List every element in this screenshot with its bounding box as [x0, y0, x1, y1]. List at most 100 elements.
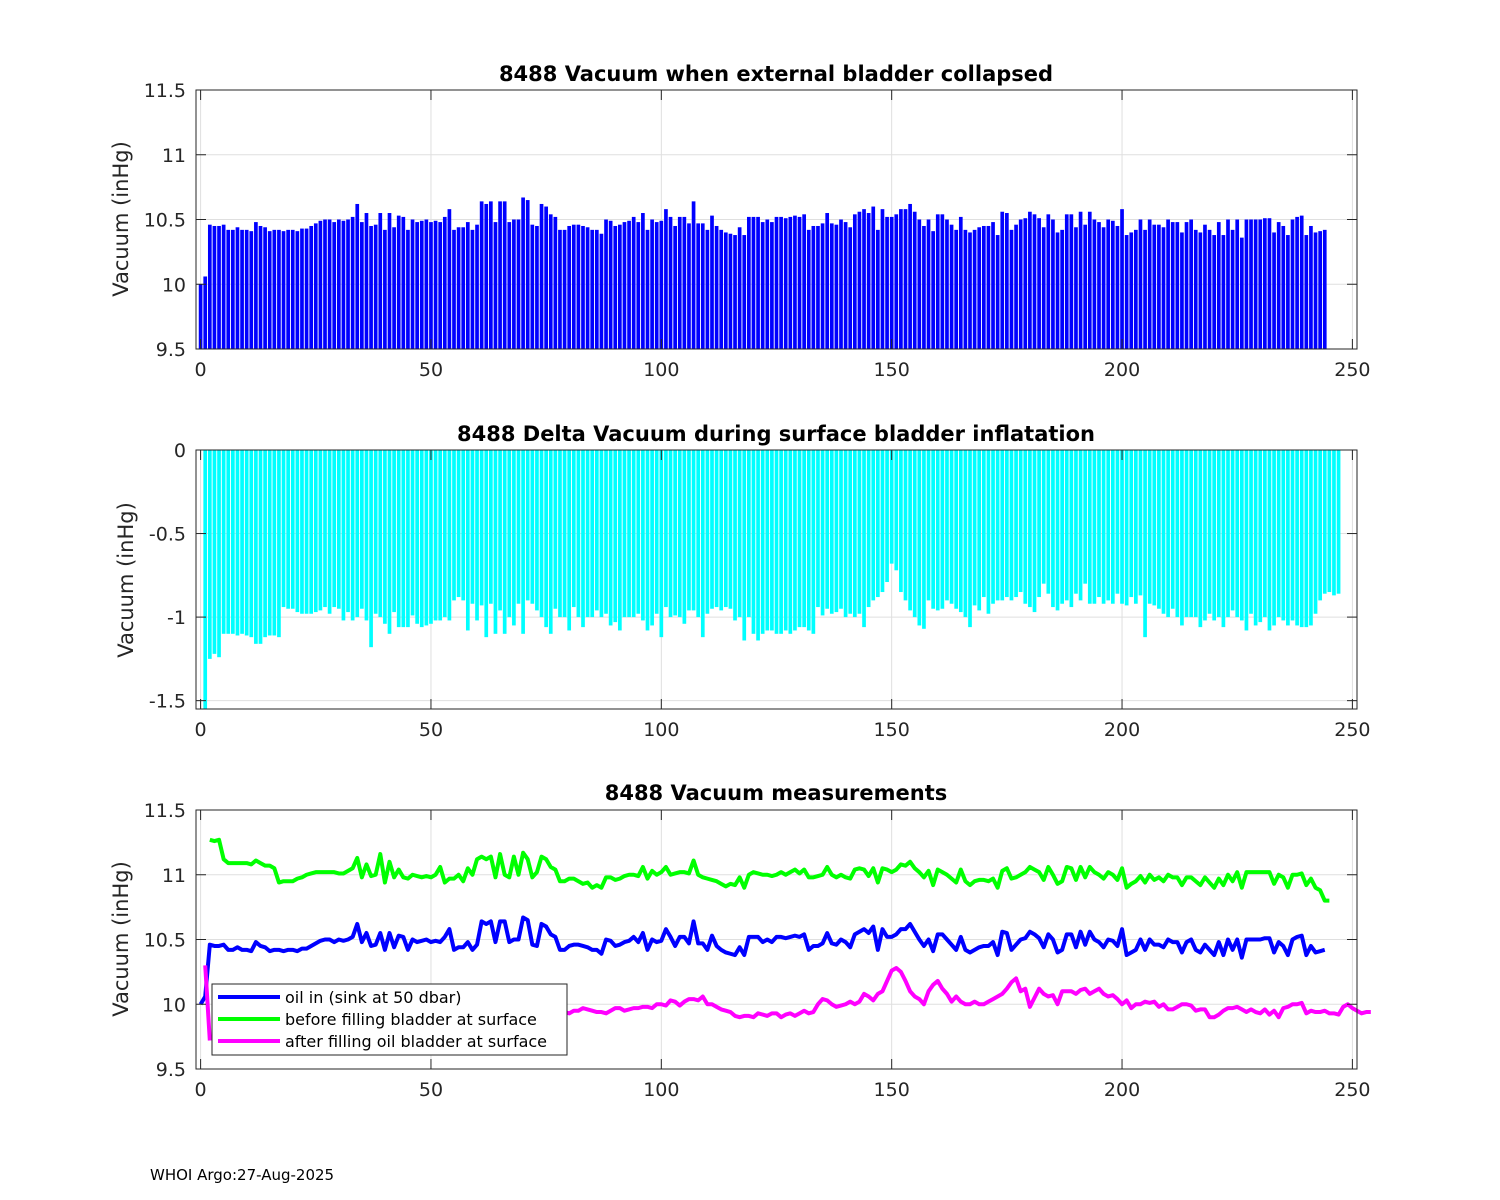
bar [553, 450, 558, 609]
bar [797, 450, 802, 628]
bar [438, 450, 443, 621]
bar [567, 450, 572, 631]
bar [723, 450, 728, 608]
bar [811, 225, 816, 349]
bar [433, 220, 438, 349]
y-tick-label: 10.5 [144, 210, 186, 232]
bar [1267, 450, 1272, 631]
bar [231, 229, 235, 349]
bar [1041, 450, 1046, 584]
bar [336, 450, 341, 609]
bar [820, 223, 825, 349]
bar [1115, 450, 1120, 594]
bar [1046, 450, 1051, 594]
bar [1064, 450, 1069, 601]
bar [972, 229, 977, 349]
chart-title: 8488 Vacuum measurements [605, 781, 948, 805]
bar [217, 225, 221, 349]
bar [618, 450, 622, 631]
bar [747, 216, 751, 349]
bar [1023, 218, 1028, 349]
bar [267, 231, 272, 349]
bar [631, 216, 636, 349]
bar [304, 228, 309, 349]
bar [355, 450, 360, 618]
bar [654, 450, 659, 614]
bar [1267, 218, 1272, 349]
bar [631, 450, 636, 618]
bar [313, 223, 318, 349]
bar [899, 209, 903, 349]
bar [364, 450, 369, 621]
bar [332, 222, 337, 349]
bar [419, 450, 424, 628]
bar [1299, 450, 1304, 628]
bar [1060, 450, 1064, 604]
x-tick-label: 200 [1104, 719, 1140, 741]
bar [396, 450, 401, 628]
bar [1193, 229, 1198, 349]
bar [207, 224, 212, 349]
bar [429, 450, 433, 624]
bar [1138, 219, 1143, 349]
x-tick-label: 0 [195, 1079, 207, 1101]
bar [553, 216, 558, 349]
bar [323, 450, 327, 608]
bar [1143, 229, 1147, 349]
bar [590, 229, 595, 349]
bar [1189, 450, 1193, 618]
bar [1092, 450, 1097, 604]
x-tick-label: 150 [874, 359, 910, 381]
bar [535, 225, 539, 349]
bar [217, 450, 221, 658]
bar [1295, 216, 1299, 349]
y-tick-label: 11 [162, 865, 186, 887]
bar [940, 214, 945, 349]
bar [1110, 450, 1115, 604]
bar [636, 450, 641, 614]
bar [226, 450, 231, 634]
bar [1286, 450, 1290, 626]
y-axis-label: Vacuum (inHg) [114, 502, 138, 658]
bar [1087, 450, 1092, 604]
bar [1276, 450, 1281, 618]
bar [309, 450, 314, 614]
bar [447, 209, 452, 349]
bar [843, 450, 848, 618]
bar [360, 450, 364, 609]
bars [203, 450, 1341, 709]
bar [525, 450, 530, 601]
bar [737, 450, 742, 618]
bar [1051, 219, 1055, 349]
bar [281, 231, 286, 349]
bar [576, 224, 581, 349]
bar [839, 219, 843, 349]
bar [1170, 450, 1175, 609]
bar [687, 450, 691, 611]
bar [696, 450, 701, 618]
y-tick-label: -0.5 [149, 524, 186, 546]
bar [793, 450, 797, 631]
bar [484, 450, 489, 638]
x-tick-label: 100 [643, 1079, 679, 1101]
bar [880, 450, 885, 593]
bar [1184, 450, 1189, 618]
bar [1110, 220, 1115, 349]
x-tick-label: 100 [643, 359, 679, 381]
bar [926, 219, 931, 349]
bar [677, 450, 682, 618]
bar [327, 219, 332, 349]
bar [714, 450, 719, 608]
bar [1299, 215, 1304, 349]
bar [705, 229, 710, 349]
bar [300, 450, 304, 614]
y-tick-label: 9.5 [156, 339, 186, 361]
series-line-2 [203, 965, 1371, 1041]
bar [1041, 227, 1046, 349]
bar [968, 450, 972, 628]
bar [1244, 450, 1249, 631]
bar [664, 209, 668, 349]
bar [940, 450, 945, 609]
bar [1175, 222, 1180, 349]
series-line-0 [198, 915, 1326, 1006]
